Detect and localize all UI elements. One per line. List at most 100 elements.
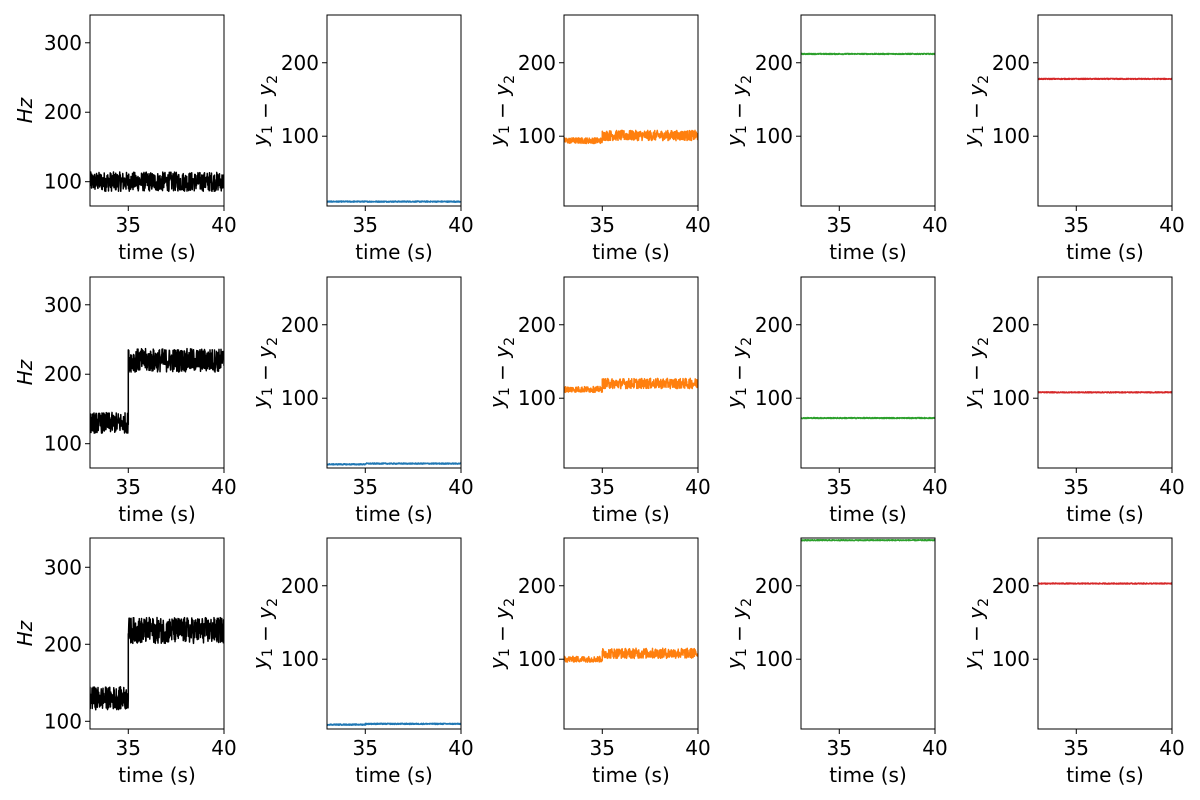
subplot-r2-c4: 35 40 100 200 time (s) y1 − y2: [959, 537, 1185, 787]
axes-frame: [89, 276, 225, 469]
x-tick-label: 40: [922, 213, 947, 237]
subplot-r1-c1: 35 40 100 200 time (s) y1 − y2: [248, 276, 474, 526]
y-tick-label: 200: [281, 313, 319, 337]
series-line: [1038, 582, 1172, 585]
series-line: [327, 722, 461, 726]
series-line: [1038, 77, 1172, 81]
y-tick-label: 200: [755, 51, 793, 75]
axes-frame: [1037, 14, 1173, 207]
x-axis-label: time (s): [118, 502, 196, 526]
y-tick-label: 200: [44, 362, 82, 386]
x-axis-label: time (s): [829, 240, 907, 264]
y-axis-label: y1 − y2: [248, 75, 281, 147]
y-tick-label: 100: [518, 386, 556, 410]
axes-frame: [326, 537, 462, 730]
x-tick-label: 35: [590, 475, 615, 499]
y-tick-label: 200: [992, 51, 1030, 75]
axes-frame: [1037, 276, 1173, 469]
series-line: [90, 347, 224, 434]
y-axis-label: y1 − y2: [959, 598, 992, 670]
axes-frame: [326, 14, 462, 207]
y-tick-label: 100: [755, 124, 793, 148]
y-tick-label: 200: [281, 574, 319, 598]
y-axis-label: y1 − y2: [485, 337, 518, 409]
axes-frame: [89, 14, 225, 207]
axes-frame: [800, 276, 936, 469]
y-tick-label: 100: [281, 386, 319, 410]
y-tick-label: 200: [755, 313, 793, 337]
x-tick-label: 35: [353, 475, 378, 499]
y-axis-label: y1 − y2: [959, 75, 992, 147]
y-tick-label: 100: [518, 647, 556, 671]
x-tick-label: 40: [922, 475, 947, 499]
series-line: [801, 52, 935, 56]
y-axis-label: y1 − y2: [959, 337, 992, 409]
x-tick-label: 40: [211, 213, 236, 237]
y-axis-label: y1 − y2: [248, 337, 281, 409]
y-tick-label: 100: [992, 647, 1030, 671]
y-tick-label: 200: [755, 574, 793, 598]
x-axis-label: time (s): [829, 763, 907, 787]
x-axis-label: time (s): [592, 502, 670, 526]
x-tick-label: 35: [827, 475, 852, 499]
x-tick-label: 40: [685, 213, 710, 237]
x-tick-label: 40: [211, 475, 236, 499]
subplot-r2-c2: 35 40 100 200 time (s) y1 − y2: [485, 537, 711, 787]
series-line: [801, 538, 935, 542]
y-tick-label: 100: [44, 432, 82, 456]
x-axis-label: time (s): [118, 763, 196, 787]
x-tick-label: 40: [1159, 213, 1184, 237]
y-tick-label: 100: [992, 386, 1030, 410]
y-tick-label: 200: [281, 51, 319, 75]
series-line: [1038, 391, 1172, 394]
subplot-r0-c2: 35 40 100 200 time (s) y1 − y2: [485, 14, 711, 264]
y-axis-label: y1 − y2: [722, 337, 755, 409]
subplot-r0-c4: 35 40 100 200 time (s) y1 − y2: [959, 14, 1185, 264]
series-line: [90, 171, 224, 193]
x-axis-label: time (s): [355, 502, 433, 526]
y-tick-label: 100: [518, 124, 556, 148]
y-tick-label: 300: [44, 31, 82, 55]
y-tick-label: 100: [44, 170, 82, 194]
series-line: [564, 377, 698, 394]
y-axis-label: Hz: [13, 359, 37, 385]
axes-frame: [89, 537, 225, 730]
y-tick-label: 200: [44, 632, 82, 656]
x-tick-label: 35: [353, 736, 378, 760]
axes-frame: [563, 14, 699, 207]
axes-frame: [1037, 537, 1173, 730]
x-tick-label: 35: [116, 213, 141, 237]
y-axis-label: y1 − y2: [248, 598, 281, 670]
x-tick-label: 35: [590, 736, 615, 760]
x-axis-label: time (s): [355, 240, 433, 264]
subplot-r0-c1: 35 40 100 200 time (s) y1 − y2: [248, 14, 474, 264]
x-tick-label: 40: [448, 475, 473, 499]
y-tick-label: 200: [44, 100, 82, 124]
y-tick-label: 100: [992, 124, 1030, 148]
subplot-r0-c3: 35 40 100 200 time (s) y1 − y2: [722, 14, 948, 264]
y-axis-label: y1 − y2: [722, 598, 755, 670]
x-tick-label: 40: [685, 736, 710, 760]
x-tick-label: 40: [1159, 736, 1184, 760]
x-tick-label: 35: [353, 213, 378, 237]
y-axis-label: Hz: [13, 97, 37, 123]
series-line: [564, 647, 698, 663]
x-axis-label: time (s): [118, 240, 196, 264]
x-axis-label: time (s): [592, 240, 670, 264]
y-tick-label: 100: [755, 647, 793, 671]
x-tick-label: 35: [1064, 213, 1089, 237]
x-axis-label: time (s): [1066, 240, 1144, 264]
axes-frame: [800, 14, 936, 207]
x-tick-label: 40: [448, 736, 473, 760]
y-tick-label: 100: [44, 709, 82, 733]
y-tick-label: 200: [992, 574, 1030, 598]
y-tick-label: 200: [518, 51, 556, 75]
y-tick-label: 300: [44, 555, 82, 579]
x-tick-label: 40: [922, 736, 947, 760]
series-line: [801, 416, 935, 420]
x-tick-label: 40: [211, 736, 236, 760]
series-line: [327, 200, 461, 203]
x-tick-label: 35: [590, 213, 615, 237]
y-tick-label: 100: [281, 647, 319, 671]
